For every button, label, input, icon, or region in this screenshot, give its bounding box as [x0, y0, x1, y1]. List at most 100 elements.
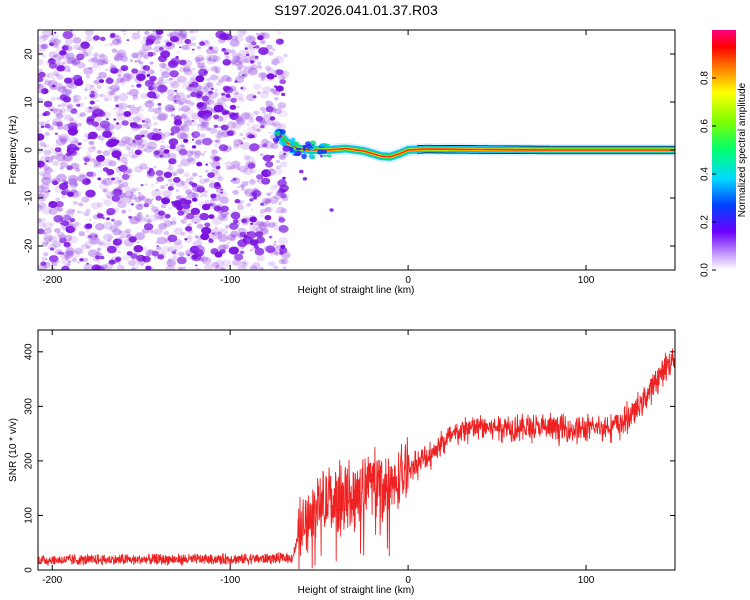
noise-speckle	[209, 203, 213, 206]
noise-speckle	[259, 213, 264, 218]
noise-speckle	[240, 249, 244, 252]
noise-speckle	[43, 165, 51, 171]
noise-speckle	[84, 240, 94, 248]
noise-speckle	[150, 70, 155, 74]
noise-speckle	[267, 222, 276, 228]
noise-speckle	[244, 183, 248, 186]
noise-speckle	[221, 93, 232, 102]
noise-speckle	[49, 42, 54, 46]
noise-speckle	[64, 254, 71, 260]
noise-speckle	[57, 57, 62, 61]
noise-speckle	[169, 34, 176, 39]
noise-speckle	[213, 205, 222, 212]
noise-speckle	[85, 223, 93, 229]
noise-speckle	[123, 72, 133, 80]
noise-speckle	[52, 240, 62, 248]
noise-speckle	[77, 47, 82, 51]
noise-speckle	[198, 116, 209, 124]
noise-speckle	[221, 48, 227, 52]
noise-speckle	[147, 170, 152, 175]
noise-speckle	[217, 76, 224, 81]
noise-speckle	[237, 239, 248, 248]
noise-speckle	[168, 138, 179, 146]
noise-speckle	[239, 199, 245, 204]
noise-speckle	[49, 37, 58, 44]
noise-speckle	[200, 195, 203, 198]
noise-speckle	[123, 142, 131, 148]
noise-speckle	[202, 113, 213, 121]
noise-speckle	[185, 226, 193, 232]
noise-speckle	[126, 91, 131, 95]
noise-speckle	[271, 48, 276, 52]
snr-x-tick-label: -200	[42, 575, 62, 586]
noise-speckle	[84, 83, 93, 90]
noise-speckle	[268, 235, 273, 239]
noise-speckle	[113, 56, 120, 61]
spectrogram-y-tick-label: 10	[24, 96, 35, 108]
noise-speckle	[188, 158, 197, 165]
noise-speckle	[259, 106, 266, 112]
noise-speckle	[72, 37, 82, 44]
noise-speckle	[217, 157, 223, 161]
noise-speckle	[217, 213, 227, 221]
noise-speckle	[280, 258, 289, 265]
noise-speckle	[190, 150, 197, 155]
noise-speckle	[252, 215, 255, 218]
noise-speckle	[184, 119, 193, 127]
noise-speckle	[87, 235, 92, 239]
noise-speckle	[69, 148, 75, 152]
noise-speckle	[67, 224, 77, 231]
noise-speckle	[172, 108, 175, 111]
noise-speckle	[52, 203, 56, 206]
noise-speckle	[66, 56, 77, 64]
noise-speckle	[240, 184, 245, 189]
noise-speckle	[181, 202, 191, 210]
noise-speckle	[121, 210, 126, 215]
noise-speckle	[66, 104, 72, 109]
noise-speckle	[134, 202, 145, 210]
colorbar-gradient	[712, 30, 736, 270]
noise-speckle	[167, 246, 175, 253]
noise-speckle	[83, 138, 88, 142]
noise-speckle	[260, 267, 264, 270]
noise-speckle	[195, 54, 205, 62]
noise-speckle	[168, 207, 172, 210]
noise-speckle	[59, 133, 70, 142]
noise-speckle	[117, 239, 124, 244]
noise-speckle	[217, 99, 224, 104]
noise-speckle	[103, 59, 110, 64]
noise-speckle	[190, 36, 197, 41]
noise-speckle	[43, 100, 53, 108]
noise-speckle	[129, 188, 136, 194]
noise-speckle	[302, 177, 308, 181]
noise-speckle	[147, 132, 158, 141]
noise-speckle	[200, 152, 205, 157]
noise-speckle	[86, 234, 94, 240]
noise-speckle	[43, 143, 51, 149]
noise-speckle	[96, 213, 104, 219]
noise-speckle	[277, 123, 287, 130]
noise-speckle	[248, 42, 259, 51]
noise-speckle	[116, 77, 124, 83]
ridge-blob	[317, 149, 324, 155]
noise-speckle	[124, 228, 132, 234]
noise-speckle	[105, 140, 116, 148]
noise-speckle	[38, 127, 43, 134]
noise-speckle	[203, 123, 206, 126]
noise-speckle	[122, 254, 131, 262]
noise-speckle	[201, 192, 207, 197]
noise-speckle	[139, 93, 148, 99]
noise-speckle	[236, 63, 244, 69]
noise-speckle	[222, 59, 232, 66]
noise-speckle	[96, 76, 102, 80]
noise-speckle	[231, 52, 234, 55]
noise-speckle	[98, 58, 108, 66]
noise-speckle	[121, 136, 131, 144]
noise-speckle	[191, 119, 195, 122]
noise-speckle	[202, 137, 213, 146]
noise-speckle	[238, 64, 247, 72]
noise-speckle	[169, 80, 180, 89]
noise-speckle	[202, 216, 205, 219]
noise-speckle	[143, 203, 150, 208]
noise-speckle	[110, 63, 114, 66]
